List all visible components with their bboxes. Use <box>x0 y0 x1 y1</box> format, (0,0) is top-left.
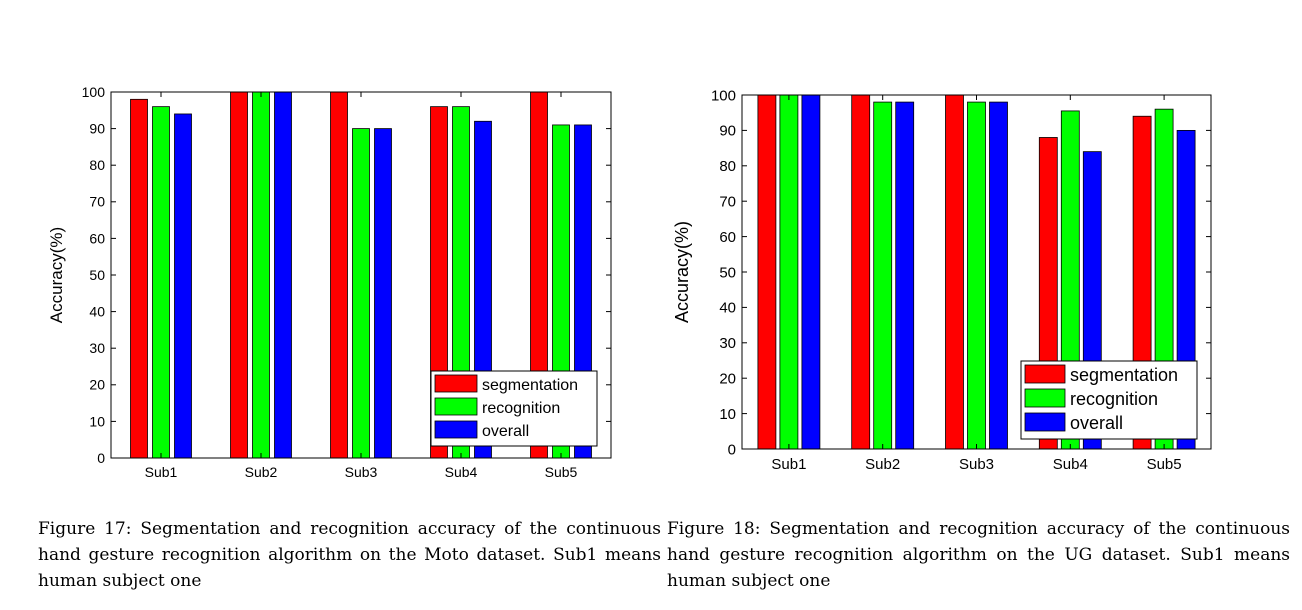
y-tick-label: 30 <box>89 340 105 356</box>
y-axis-label: Accuracy(%) <box>47 227 66 323</box>
legend-swatch-recognition <box>1024 388 1066 408</box>
legend-label-segmentation: segmentation <box>1070 365 1178 385</box>
legend-label-recognition: recognition <box>1070 389 1158 409</box>
y-tick-label: 80 <box>719 158 736 175</box>
y-tick-label: 70 <box>719 193 736 210</box>
x-tick-label-sub2: Sub2 <box>245 464 278 480</box>
x-tick-label-sub5: Sub5 <box>1147 456 1182 473</box>
bar-segmentation-sub2 <box>851 94 871 450</box>
y-tick-label: 60 <box>719 229 736 246</box>
bar-recognition-sub3 <box>352 128 370 459</box>
legend-label-segmentation: segmentation <box>482 377 578 394</box>
y-tick-label: 90 <box>89 121 105 137</box>
bar-overall-sub1 <box>801 94 821 450</box>
legend-label-overall: overall <box>482 423 529 440</box>
x-tick-label-sub1: Sub1 <box>145 464 178 480</box>
legend-swatch-overall <box>1024 412 1066 432</box>
y-tick-label: 60 <box>89 230 105 246</box>
x-tick-label-sub4: Sub4 <box>1053 456 1088 473</box>
y-tick-label: 40 <box>89 304 105 320</box>
y-tick-label: 40 <box>719 300 736 317</box>
y-tick-label: 50 <box>719 264 736 281</box>
y-tick-label: 0 <box>728 441 736 458</box>
y-tick-label: 80 <box>89 157 105 173</box>
bar-overall-sub3 <box>374 128 392 459</box>
x-tick-label-sub1: Sub1 <box>771 456 806 473</box>
y-tick-label: 100 <box>82 84 106 100</box>
legend-swatch-overall <box>434 420 478 439</box>
bar-recognition-sub1 <box>779 94 799 450</box>
y-tick-label: 10 <box>719 406 736 423</box>
y-tick-label: 100 <box>711 87 736 104</box>
legend-swatch-segmentation <box>1024 364 1066 384</box>
y-axis-label: Accuracy(%) <box>672 221 692 323</box>
x-tick-label-sub2: Sub2 <box>865 456 900 473</box>
bar-segmentation-sub1 <box>757 94 777 450</box>
bar-recognition-sub2 <box>252 91 270 459</box>
y-tick-label: 0 <box>97 450 105 466</box>
bar-overall-sub2 <box>895 101 915 450</box>
figure-17-chart: 0 10 20 30 40 50 60 70 80 90 100 Sub1 Sub2 Sub3 Sub4 Su… <box>47 84 612 480</box>
bar-overall-sub2 <box>274 91 292 459</box>
x-tick-label-sub3: Sub3 <box>959 456 994 473</box>
y-tick-label: 70 <box>89 194 105 210</box>
y-tick-label: 20 <box>89 377 105 393</box>
y-tick-label: 20 <box>719 370 736 387</box>
y-tick-label: 30 <box>719 335 736 352</box>
bar-segmentation-sub3 <box>945 94 964 450</box>
legend-label-overall: overall <box>1070 413 1123 433</box>
bar-segmentation-sub2 <box>230 91 248 459</box>
legend-swatch-recognition <box>434 397 478 416</box>
bar-recognition-sub3 <box>967 101 986 450</box>
figure-18-chart: 0 10 20 30 40 50 60 70 80 90 100 Sub1 Sub2 Sub3 Sub4 Su… <box>672 87 1212 473</box>
x-tick-label-sub4: Sub4 <box>445 464 478 480</box>
bar-segmentation-sub1 <box>130 98 148 459</box>
y-tick-label: 90 <box>719 123 736 140</box>
bar-overall-sub3 <box>989 101 1008 450</box>
figure-18-caption: Figure 18: Segmentation and recognition … <box>667 519 1290 591</box>
y-tick-label: 50 <box>89 267 105 283</box>
x-tick-label-sub3: Sub3 <box>345 464 378 480</box>
legend-swatch-segmentation <box>434 374 478 393</box>
figure-17-caption: Figure 17: Segmentation and recognition … <box>38 519 661 591</box>
x-tick-label-sub5: Sub5 <box>545 464 578 480</box>
bar-overall-sub1 <box>174 113 192 459</box>
bar-recognition-sub1 <box>152 106 170 459</box>
bar-recognition-sub2 <box>873 101 893 450</box>
y-tick-label: 10 <box>89 413 105 429</box>
bar-segmentation-sub3 <box>330 91 348 459</box>
legend-label-recognition: recognition <box>482 400 560 417</box>
